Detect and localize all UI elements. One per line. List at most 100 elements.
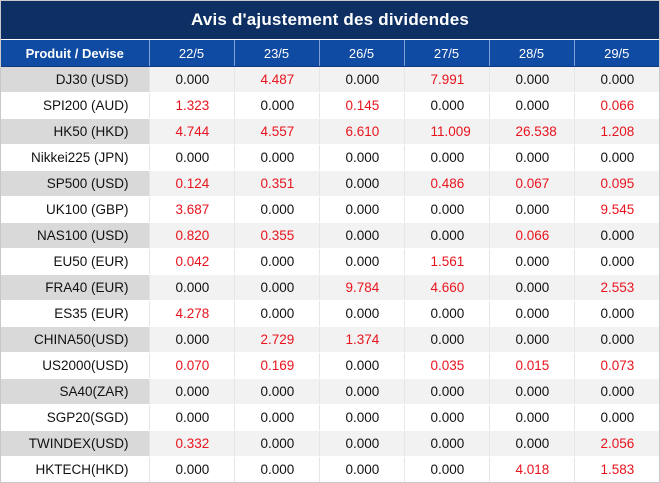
product-cell: Nikkei225 (JPN)	[1, 144, 150, 171]
value-cell: 0.067	[489, 170, 575, 197]
value-cell: 0.000	[404, 300, 490, 327]
value-cell: 0.169	[234, 352, 320, 379]
value-cell: 0.000	[149, 378, 235, 405]
value-cell: 0.000	[574, 222, 659, 249]
value-cell: 0.000	[404, 196, 490, 223]
value-cell: 0.000	[489, 196, 575, 223]
page-title: Avis d'ajustement des dividendes	[1, 1, 659, 39]
value-cell: 1.374	[319, 326, 405, 353]
value-cell: 0.000	[574, 404, 659, 431]
value-cell: 0.351	[234, 170, 320, 197]
value-cell: 0.000	[489, 378, 575, 405]
value-cell: 0.000	[489, 430, 575, 457]
value-cell: 0.000	[319, 222, 405, 249]
value-cell: 0.000	[234, 404, 320, 431]
product-cell: ES35 (EUR)	[1, 300, 150, 327]
table-row: FRA40 (EUR) 0.000 0.000 9.784 4.660 0.000 2.55…	[1, 274, 659, 301]
value-cell: 0.000	[404, 404, 490, 431]
table-row: Nikkei225 (JPN) 0.000 0.000 0.000 0.000 0.000…	[1, 144, 659, 171]
value-cell: 1.208	[574, 118, 659, 145]
value-cell: 0.124	[149, 170, 235, 197]
header-row: Produit / Devise 22/5 23/5 26/5 27/5 28/…	[1, 40, 659, 67]
table-row: ES35 (EUR) 4.278 0.000 0.000 0.000 0.000 0.000	[1, 300, 659, 327]
value-cell: 9.784	[319, 274, 405, 301]
value-cell: 0.000	[489, 404, 575, 431]
value-cell: 0.000	[319, 196, 405, 223]
value-cell: 0.042	[149, 248, 235, 275]
table-row: SGP20(SGD) 0.000 0.000 0.000 0.000 0.000 0.000	[1, 404, 659, 431]
value-cell: 0.000	[489, 92, 575, 119]
value-cell: 0.000	[319, 378, 405, 405]
column-header-date: 26/5	[319, 40, 405, 67]
table-row: HKTECH(HKD) 0.000 0.000 0.000 0.000 4.018 1.58…	[1, 456, 659, 483]
value-cell: 0.000	[489, 274, 575, 301]
value-cell: 0.000	[234, 274, 320, 301]
value-cell: 0.000	[234, 430, 320, 457]
value-cell: 0.332	[149, 430, 235, 457]
value-cell: 0.000	[319, 144, 405, 171]
value-cell: 0.000	[234, 378, 320, 405]
value-cell: 0.355	[234, 222, 320, 249]
value-cell: 0.000	[404, 378, 490, 405]
value-cell: 2.729	[234, 326, 320, 353]
value-cell: 0.000	[234, 456, 320, 483]
value-cell: 0.000	[574, 326, 659, 353]
value-cell: 1.583	[574, 456, 659, 483]
value-cell: 0.070	[149, 352, 235, 379]
value-cell: 0.000	[574, 378, 659, 405]
column-header-date: 28/5	[489, 40, 575, 67]
value-cell: 2.056	[574, 430, 659, 457]
value-cell: 0.000	[489, 300, 575, 327]
value-cell: 26.538	[489, 118, 575, 145]
value-cell: 0.000	[149, 326, 235, 353]
value-cell: 0.000	[489, 144, 575, 171]
table-row: US2000(USD) 0.070 0.169 0.000 0.035 0.015 0.07…	[1, 352, 659, 379]
table-row: EU50 (EUR) 0.042 0.000 0.000 1.561 0.000 0.000	[1, 248, 659, 275]
value-cell: 0.066	[574, 92, 659, 119]
value-cell: 0.000	[319, 170, 405, 197]
value-cell: 0.000	[489, 66, 575, 93]
value-cell: 0.000	[574, 248, 659, 275]
value-cell: 4.278	[149, 300, 235, 327]
value-cell: 0.000	[149, 144, 235, 171]
column-header-date: 22/5	[149, 40, 235, 67]
product-cell: TWINDEX(USD)	[1, 430, 150, 457]
value-cell: 0.000	[319, 430, 405, 457]
table-row: UK100 (GBP) 3.687 0.000 0.000 0.000 0.000 9.54…	[1, 196, 659, 223]
product-cell: US2000(USD)	[1, 352, 150, 379]
value-cell: 0.035	[404, 352, 490, 379]
value-cell: 0.000	[574, 66, 659, 93]
value-cell: 9.545	[574, 196, 659, 223]
value-cell: 0.000	[319, 404, 405, 431]
value-cell: 0.000	[489, 326, 575, 353]
product-cell: SA40(ZAR)	[1, 378, 150, 405]
value-cell: 4.557	[234, 118, 320, 145]
table-row: HK50 (HKD) 4.744 4.557 6.610 11.009 26.538 1.2…	[1, 118, 659, 145]
column-header-date: 27/5	[404, 40, 490, 67]
value-cell: 0.066	[489, 222, 575, 249]
value-cell: 0.073	[574, 352, 659, 379]
value-cell: 4.660	[404, 274, 490, 301]
product-cell: DJ30 (USD)	[1, 66, 150, 93]
value-cell: 0.000	[149, 456, 235, 483]
value-cell: 0.000	[234, 248, 320, 275]
table-row: NAS100 (USD) 0.820 0.355 0.000 0.000 0.066 0.0…	[1, 222, 659, 249]
value-cell: 0.000	[404, 92, 490, 119]
value-cell: 0.000	[234, 300, 320, 327]
value-cell: 0.000	[319, 352, 405, 379]
table-row: SA40(ZAR) 0.000 0.000 0.000 0.000 0.000 0.000	[1, 378, 659, 405]
value-cell: 0.000	[319, 300, 405, 327]
value-cell: 0.000	[404, 456, 490, 483]
product-cell: SP500 (USD)	[1, 170, 150, 197]
value-cell: 4.487	[234, 66, 320, 93]
value-cell: 4.018	[489, 456, 575, 483]
value-cell: 0.000	[319, 456, 405, 483]
table-row: SPI200 (AUD) 1.323 0.000 0.145 0.000 0.000 0.0…	[1, 92, 659, 119]
value-cell: 0.820	[149, 222, 235, 249]
value-cell: 0.000	[489, 248, 575, 275]
value-cell: 0.486	[404, 170, 490, 197]
column-header-product: Produit / Devise	[1, 40, 150, 67]
product-cell: EU50 (EUR)	[1, 248, 150, 275]
product-cell: FRA40 (EUR)	[1, 274, 150, 301]
value-cell: 0.000	[574, 144, 659, 171]
